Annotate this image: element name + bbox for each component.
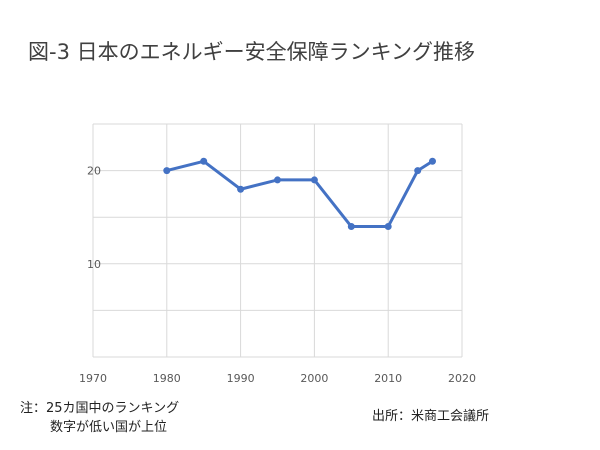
x-tick-label: 1970	[79, 372, 107, 385]
x-tick-label: 1990	[227, 372, 255, 385]
y-tick-label: 10	[87, 258, 101, 271]
data-point	[237, 185, 245, 193]
source-note: 出所：米商工会議所	[372, 409, 490, 424]
footnote: 注：25カ国中のランキング 数字が低い国が上位	[20, 399, 179, 437]
x-tick-label: 2000	[300, 372, 328, 385]
data-point	[310, 176, 318, 184]
x-tick-label: 2020	[448, 372, 476, 385]
data-point	[347, 223, 355, 231]
data-point	[414, 167, 422, 175]
series-layer	[163, 157, 436, 231]
x-tick-label: 1980	[153, 372, 181, 385]
y-tick-label: 20	[87, 165, 101, 178]
data-point	[384, 223, 392, 231]
x-tick-labels: 1970 1980 1990 2000 2010 2020	[79, 372, 476, 385]
data-point	[200, 157, 208, 165]
data-point	[163, 167, 171, 175]
x-tick-label: 2010	[374, 372, 402, 385]
y-tick-labels: 10 20	[87, 165, 101, 271]
data-point	[274, 176, 281, 184]
page-title: 図-3 日本のエネルギー安全保障ランキング推移	[28, 40, 475, 64]
footnote-line-2: 数字が低い国が上位	[50, 420, 168, 435]
grid-layer	[92, 123, 463, 358]
footnote-line-1: 注：25カ国中のランキング	[20, 401, 180, 416]
data-point	[428, 157, 436, 165]
